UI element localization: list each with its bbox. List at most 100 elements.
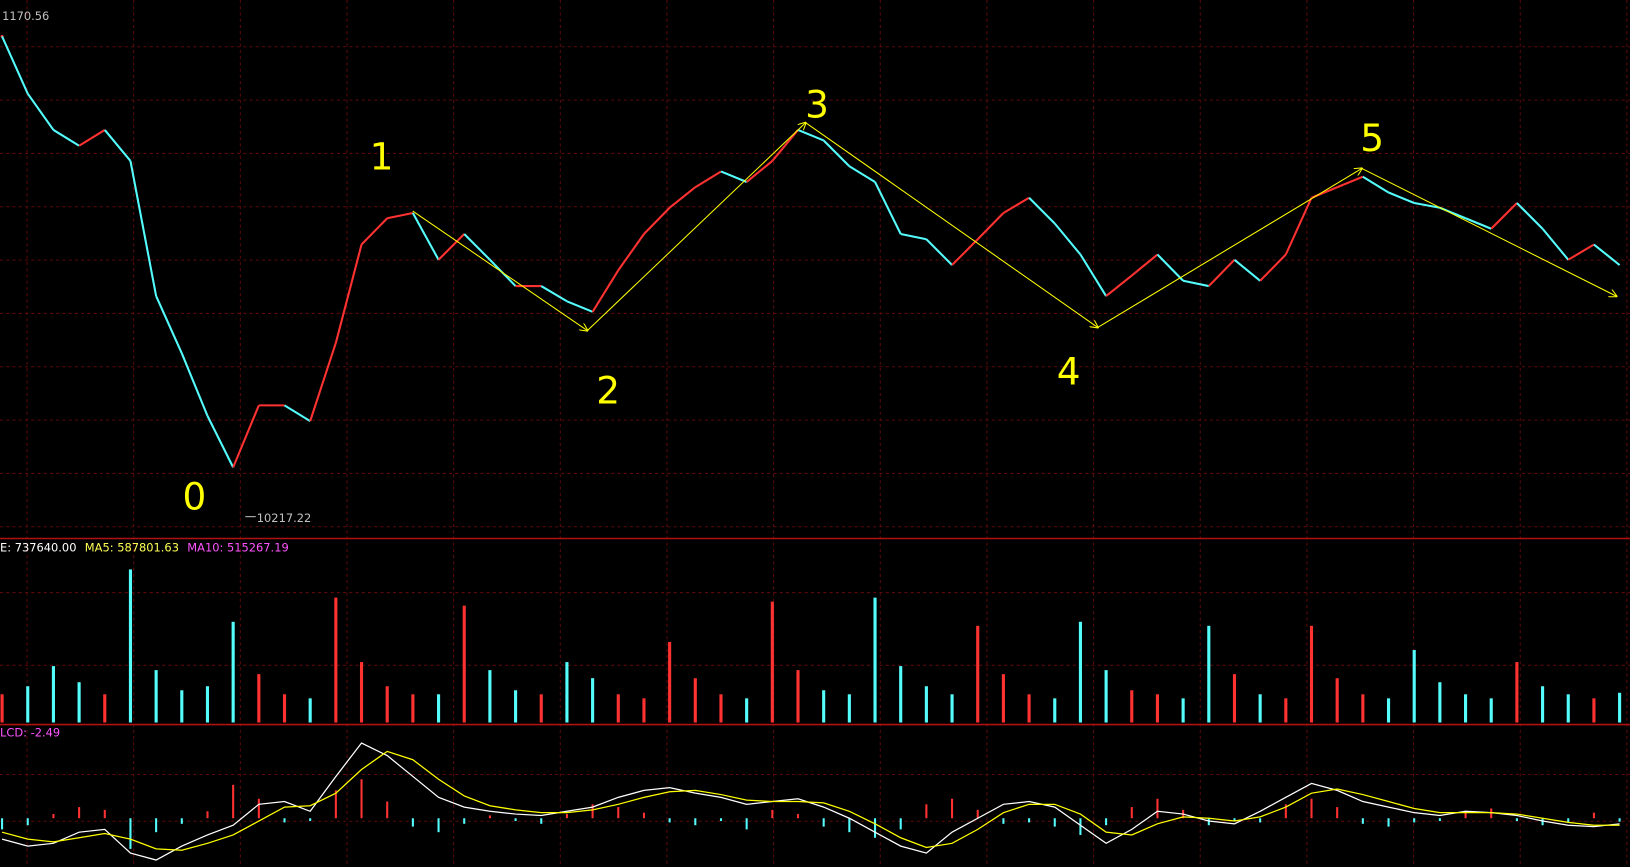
- volume-bar: [1438, 682, 1442, 723]
- price-segment: [1002, 196, 1030, 214]
- volume-bar: [822, 690, 826, 723]
- price-segment: [129, 160, 158, 297]
- volume-bar: [745, 698, 749, 723]
- volume-bar: [1130, 690, 1134, 723]
- price-segment: [694, 170, 722, 189]
- price-segment: [1105, 274, 1133, 297]
- volume-bar: [334, 597, 338, 723]
- volume-bar: [1566, 694, 1570, 723]
- volume-bar: [719, 694, 723, 723]
- volume-bar: [0, 694, 4, 723]
- price-segment: [1, 35, 29, 95]
- price-segment: [720, 170, 748, 183]
- volume-bar: [514, 690, 518, 723]
- price-low-label: 10217.22: [257, 511, 311, 525]
- volume-bar: [1181, 698, 1185, 723]
- price-segment: [900, 232, 927, 241]
- price-segment: [283, 404, 311, 423]
- volume-bar: [1078, 621, 1082, 723]
- volume-bar: [565, 662, 569, 723]
- price-segment: [1516, 202, 1544, 230]
- volume-legend: E: 737640.00 MA5: 587801.63 MA10: 515267.1…: [0, 540, 289, 554]
- volume-bar: [1053, 698, 1057, 723]
- price-segment: [309, 342, 337, 422]
- legend-entry: E: 737640.00: [0, 540, 76, 554]
- price-segment: [1388, 191, 1415, 204]
- volume-bar: [950, 694, 954, 723]
- volume-bar: [1515, 662, 1519, 723]
- wave-line: [412, 210, 588, 331]
- wave-label: 0: [182, 474, 206, 518]
- volume-bar: [1361, 694, 1365, 723]
- dea-line: [1, 750, 1620, 851]
- price-segment: [951, 238, 979, 266]
- wave-line: [805, 122, 1098, 328]
- volume-bar: [1618, 692, 1622, 723]
- wave-label: 5: [1360, 116, 1384, 160]
- volume-bar: [436, 694, 441, 723]
- macd-label: LCD: -2.49: [0, 725, 60, 739]
- legend-entry: MA10: 515267.19: [187, 540, 288, 554]
- price-segment: [232, 404, 260, 468]
- volume-bar: [205, 686, 210, 723]
- dif-line: [1, 742, 1620, 861]
- volume-bar: [899, 666, 903, 723]
- volume-bar: [796, 670, 800, 723]
- volume-bar: [1001, 674, 1005, 723]
- volume-bar: [1489, 698, 1493, 723]
- price-segment: [1259, 253, 1287, 282]
- price-segment: [1336, 175, 1364, 189]
- volume-bar: [1027, 694, 1031, 723]
- volume-bar: [1284, 698, 1288, 723]
- volume-bar: [180, 690, 184, 723]
- wave-label: 2: [596, 368, 620, 412]
- volume-bar: [103, 694, 107, 723]
- volume-bar: [1463, 694, 1468, 723]
- volume-bar: [873, 597, 877, 723]
- volume-bar: [770, 601, 774, 723]
- wave-label: 4: [1057, 350, 1081, 394]
- price-segment: [566, 300, 593, 313]
- marks: [0, 34, 1622, 861]
- wave-label: 1: [370, 135, 394, 179]
- price-segment: [1233, 258, 1261, 282]
- wave-label: 3: [805, 83, 829, 127]
- volume-bar: [411, 694, 415, 723]
- volume-bar: [1232, 674, 1237, 723]
- price-segment: [745, 160, 773, 183]
- volume-bar: [308, 698, 312, 723]
- price-segment: [78, 129, 106, 147]
- price-segment: [437, 233, 465, 261]
- price-segment: [334, 244, 363, 344]
- price-segment: [103, 129, 132, 162]
- volume-bar: [1335, 678, 1339, 723]
- volume-bar: [231, 621, 235, 723]
- price-segment: [52, 129, 80, 147]
- price-segment: [591, 269, 620, 313]
- legend-entry: MA5: 587801.63: [85, 540, 179, 554]
- price-segment: [155, 295, 183, 354]
- price-segment: [1567, 243, 1595, 261]
- price-segment: [463, 233, 491, 261]
- volume-bar: [1309, 625, 1314, 723]
- volume-bar: [488, 670, 492, 723]
- price-segment: [1079, 253, 1107, 297]
- volume-bar: [616, 694, 620, 723]
- price-segment: [1156, 253, 1184, 282]
- price-segment: [848, 165, 876, 183]
- price-segment: [874, 181, 902, 235]
- volume-bar: [668, 641, 672, 723]
- volume-bar: [539, 694, 543, 723]
- price-segment: [386, 211, 414, 220]
- volume-bar: [976, 625, 980, 723]
- price-segment: [1131, 253, 1159, 277]
- volume-bar: [128, 569, 133, 723]
- volume-bar: [924, 686, 928, 723]
- price-segment: [617, 233, 645, 271]
- volume-bar: [1207, 625, 1211, 723]
- price-segment: [1284, 197, 1313, 255]
- price-segment: [1541, 228, 1570, 261]
- volume-bar: [1258, 694, 1262, 723]
